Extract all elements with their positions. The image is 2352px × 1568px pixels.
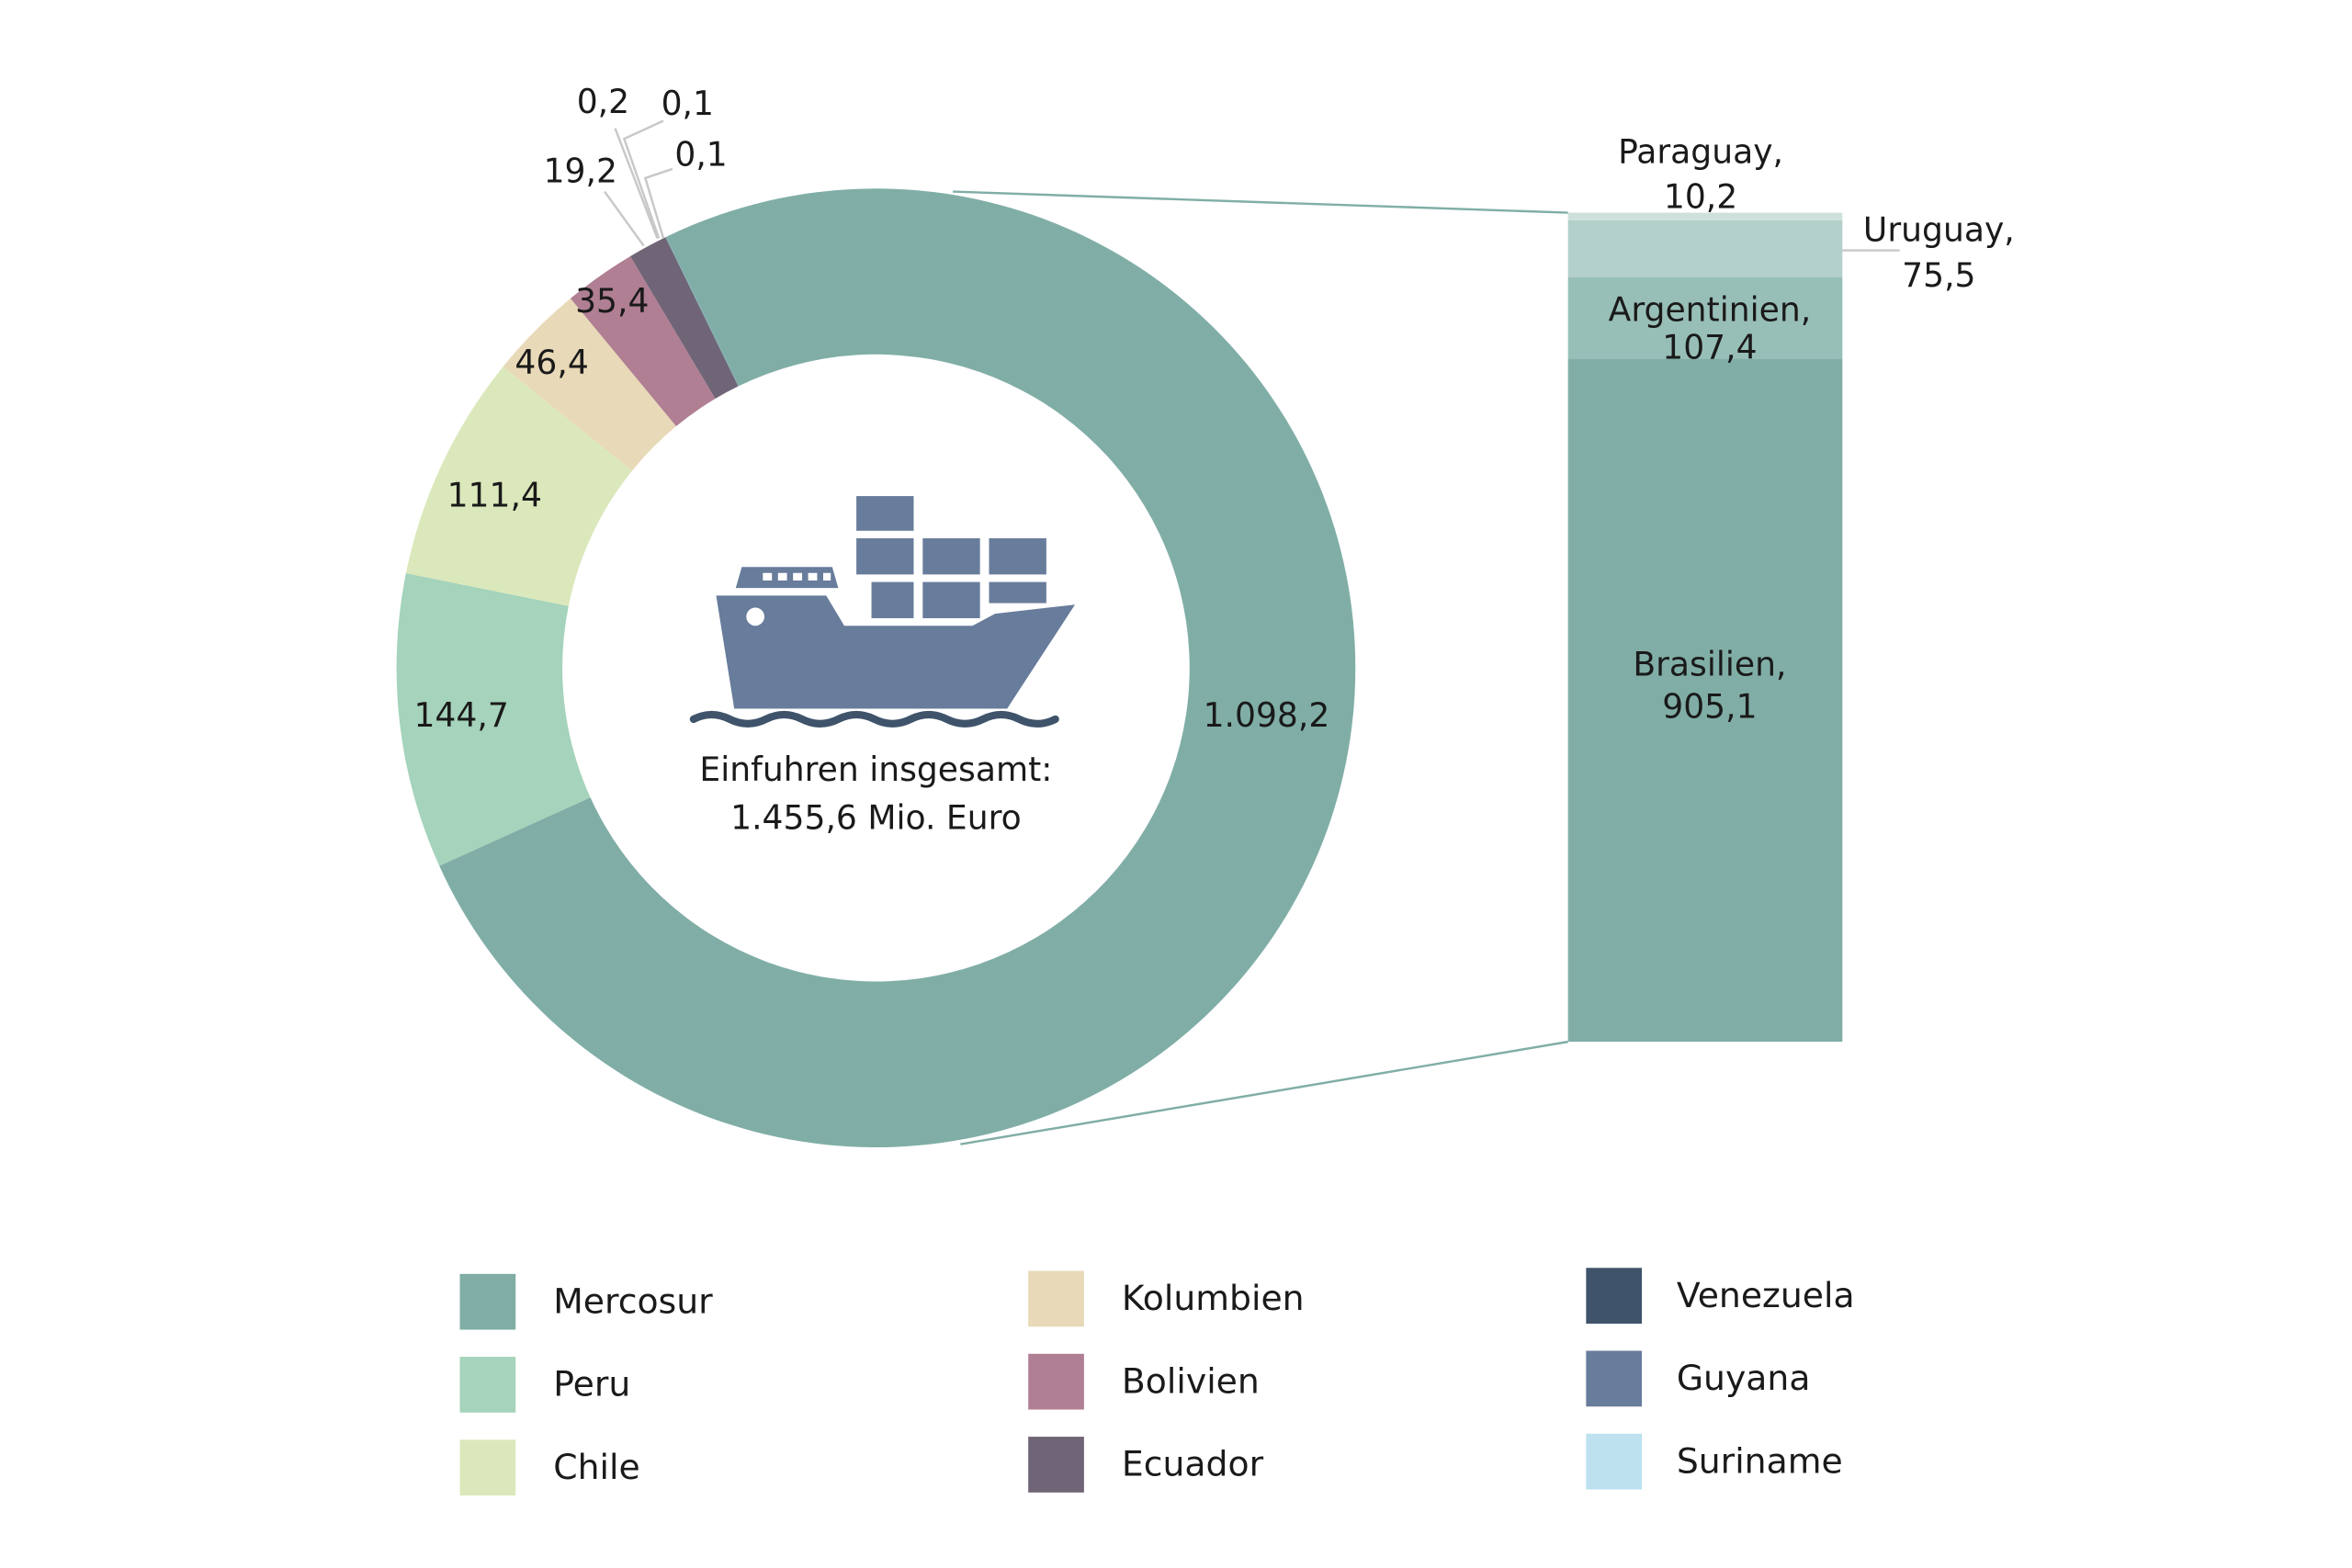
donut: [396, 188, 1356, 1147]
slice-label-suriname: 0,1: [674, 135, 727, 175]
legend-swatch: [459, 1357, 516, 1413]
legend-item-kolumbien: Kolumbien: [1028, 1270, 1305, 1327]
slice-label-mercosur: 1.098,2: [1204, 695, 1330, 735]
legend-label: Bolivien: [1122, 1360, 1260, 1401]
legend-item-peru: Peru: [459, 1357, 630, 1413]
legend: Mercosur Peru Chile Kolumbien Bolivien Ecuado…: [459, 1268, 1855, 1496]
legend-label: Kolumbien: [1122, 1278, 1305, 1318]
bar-segment-paraguay: [1567, 212, 1843, 220]
bar-label-paraguay: 10,2: [1664, 177, 1737, 217]
bar-label-brasilien: Brasilien,: [1633, 644, 1786, 683]
legend-label: Venezuela: [1677, 1275, 1855, 1315]
legend-label: Mercosur: [553, 1281, 713, 1322]
legend-label: Suriname: [1677, 1440, 1843, 1481]
slice-ecuador: [630, 237, 739, 400]
bar-label-brasilien: 905,1: [1662, 686, 1757, 726]
legend-swatch: [459, 1439, 516, 1496]
bar-label-paraguay: Paraguay,: [1618, 131, 1783, 171]
leader-line: [604, 190, 645, 247]
legend-item-suriname: Suriname: [1586, 1433, 1843, 1490]
legend-item-bolivien: Bolivien: [1028, 1353, 1260, 1410]
slice-label-kolumbien: 46,4: [514, 343, 588, 382]
legend-swatch: [1028, 1270, 1084, 1327]
legend-item-ecuador: Ecuador: [1028, 1437, 1264, 1493]
legend-label: Ecuador: [1122, 1444, 1264, 1484]
center-label-title: Einfuhren insgesamt:: [699, 750, 1052, 789]
slice-mercosur: [439, 188, 1356, 1147]
legend-item-venezuela: Venezuela: [1586, 1268, 1855, 1324]
slice-label-chile: 111,4: [447, 476, 542, 515]
bar-label-argentinien: Argentinien,: [1609, 290, 1812, 330]
legend-swatch: [1028, 1353, 1084, 1410]
slice-peru: [396, 573, 591, 866]
center-label-total: 1.455,6 Mio. Euro: [730, 798, 1022, 838]
legend-swatch: [1586, 1268, 1643, 1324]
legend-label: Peru: [553, 1364, 630, 1404]
bar-segment-brasilien: [1567, 358, 1843, 1043]
bar-label-uruguay: Uruguay,: [1863, 210, 2015, 250]
slice-suriname: [665, 237, 739, 387]
leader-line: [643, 167, 673, 239]
legend-swatch: [1586, 1433, 1643, 1490]
slice-label-ecuador: 19,2: [544, 152, 617, 191]
bar-segment-argentinien: [1567, 276, 1843, 359]
leader-lines: [604, 119, 673, 247]
slice-guyana: [665, 237, 739, 387]
leader-line: [614, 128, 659, 239]
slice-kolumbien: [503, 298, 676, 471]
legend-label: Guyana: [1677, 1358, 1811, 1398]
connector-top: [953, 190, 1568, 214]
legend-swatch: [1028, 1437, 1084, 1493]
slice-label-bolivien: 35,4: [575, 281, 649, 321]
container-ship-icon: [689, 496, 1076, 728]
legend-swatch: [459, 1273, 516, 1330]
bar-label-uruguay: 75,5: [1902, 255, 1975, 295]
slice-label-venezuela: 0,2: [577, 82, 629, 121]
legend-swatch: [1586, 1350, 1643, 1407]
slice-chile: [405, 367, 632, 606]
slice-bolivien: [570, 256, 716, 427]
slice-label-guyana: 0,1: [662, 84, 714, 123]
legend-label: Chile: [553, 1447, 639, 1487]
legend-item-chile: Chile: [459, 1439, 640, 1496]
breakdown-bar: Brasilien,905,1 Argentinien,107,4 Uruguay,…: [953, 131, 2015, 1145]
leader-line: [622, 119, 664, 239]
slice-venezuela: [665, 237, 739, 387]
slice-label-peru: 144,7: [413, 695, 508, 735]
connector-bottom: [960, 1040, 1568, 1145]
slice-labels: 1.098,2 144,7 111,4 46,4 35,4 19,2 0,2 0,1 0,1: [413, 82, 1329, 735]
bar-segment-uruguay: [1567, 220, 1843, 277]
legend-item-guyana: Guyana: [1586, 1350, 1811, 1407]
bar-label-argentinien: 107,4: [1662, 328, 1757, 367]
legend-item-mercosur: Mercosur: [459, 1273, 713, 1330]
